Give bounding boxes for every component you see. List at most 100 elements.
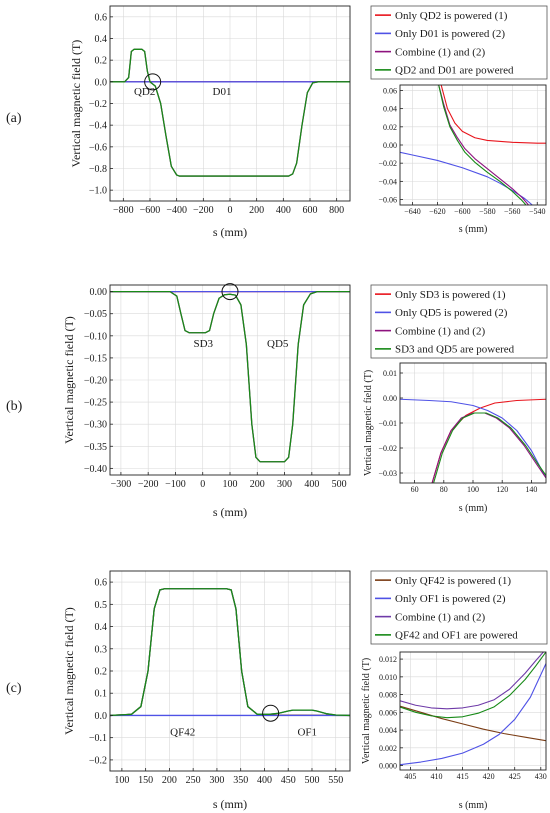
y-tick-label: −0.15	[84, 353, 107, 364]
x-axis-title: s (mm)	[459, 800, 488, 811]
x-tick-label: 420	[483, 772, 495, 781]
y-tick-label: 0.000	[379, 762, 397, 771]
y-tick-label: 0.4	[95, 622, 108, 633]
x-axis-title: s (mm)	[213, 505, 247, 519]
legend-label: QF42 and OF1 are powered	[395, 630, 518, 642]
grid	[400, 363, 546, 483]
y-tick-label: −0.2	[89, 755, 107, 766]
annotation-label: OF1	[297, 726, 317, 738]
x-axis-title: s (mm)	[459, 503, 488, 514]
y-tick-label: 0.002	[379, 744, 397, 753]
y-tick-label: 0.1	[95, 689, 108, 700]
legend-c: Only QF42 is powered (1) Only OF1 is powe…	[370, 570, 548, 645]
y-axis-title: Vertical magnetic field (T)	[361, 658, 372, 764]
y-tick-label: −0.20	[84, 376, 107, 387]
y-tick-label: 0.01	[383, 369, 397, 378]
x-tick-label: 100	[114, 775, 129, 786]
y-tick-label: 0.0	[95, 711, 108, 722]
x-tick-label: 410	[431, 772, 443, 781]
chart-a-main: −800 −600 −400 −200 0 200 400 600 800 −1.0 −0.8 −0.…	[69, 5, 351, 239]
y-tick-label: −0.03	[378, 469, 397, 478]
y-tick-label: 0.3	[95, 644, 108, 655]
plot-area	[400, 652, 546, 770]
y-tick-label: −0.05	[84, 309, 107, 320]
x-tick-label: 800	[329, 205, 344, 216]
panel-label-c: (c)	[6, 681, 22, 696]
y-tick-label: 0.012	[379, 655, 397, 664]
annotation-label: QD2	[134, 86, 155, 98]
y-tick-label: −0.2	[89, 99, 107, 110]
y-axis-title: Vertical magnetic field (T)	[69, 40, 83, 168]
series-group	[110, 48, 350, 177]
y-tick-label: −0.06	[378, 196, 397, 205]
y-axis-title: Vertical magnetic field (T)	[62, 607, 76, 735]
series-line-1	[400, 705, 546, 742]
legend-label: QD2 and D01 are powered	[395, 65, 514, 77]
x-tick-label: 100	[467, 485, 479, 494]
y-tick-label: −0.10	[84, 331, 107, 342]
x-tick-label: 100	[223, 479, 238, 490]
y-tick-label: −0.40	[84, 464, 107, 475]
legend-label: Combine (1) and (2)	[395, 46, 485, 58]
plot-frame	[399, 651, 547, 771]
x-tick-label: −640	[404, 207, 421, 216]
x-tick-label: 60	[411, 485, 419, 494]
x-tick-label: −560	[504, 207, 521, 216]
legend-box	[370, 5, 548, 80]
y-tick-label: −0.35	[84, 442, 107, 453]
x-tick-label: 150	[138, 775, 153, 786]
series-line-2	[400, 398, 546, 479]
x-tick-label: −600	[454, 207, 471, 216]
x-tick-label: 425	[509, 772, 521, 781]
grid	[400, 85, 546, 205]
x-tick-label: −200	[193, 205, 214, 216]
x-tick-label: 430	[535, 772, 547, 781]
x-tick-label: 0	[228, 205, 233, 216]
y-tick-label: 0.00	[383, 141, 397, 150]
svg-text:(b): (b)	[6, 399, 23, 414]
plots: −800 −600 −400 −200 0 200 400 600 800−1.0−0.8−0.…	[62, 5, 547, 811]
y-tick-label: −0.30	[84, 420, 107, 431]
legend-a: Only QD2 is powered (1) Only D01 is power…	[370, 5, 548, 80]
x-tick-label: 350	[233, 775, 248, 786]
x-tick-label: 140	[525, 485, 537, 494]
annotation-label: QD5	[267, 338, 289, 350]
y-tick-label: 0.04	[383, 105, 397, 114]
grid	[110, 285, 350, 475]
y-tick-label: 0.6	[95, 12, 108, 23]
legend-label: Only SD3 is powered (1)	[395, 289, 506, 301]
x-tick-label: 120	[496, 485, 508, 494]
series-group	[400, 652, 546, 766]
y-tick-label: 0.2	[95, 667, 108, 678]
x-tick-label: 500	[332, 479, 347, 490]
x-tick-label: −800	[113, 205, 134, 216]
series-line-3	[438, 85, 529, 205]
legend-label: Only D01 is powered (2)	[395, 28, 505, 40]
series-group	[400, 398, 546, 483]
x-tick-label: 400	[276, 205, 291, 216]
legend-label: Only OF1 is powered (2)	[395, 593, 506, 605]
panel-label-a: (a)	[6, 111, 22, 126]
x-tick-label: −580	[479, 207, 496, 216]
y-tick-label: 0.010	[379, 673, 397, 682]
annotation-label: SD3	[193, 338, 213, 350]
x-tick-label: 400	[304, 479, 319, 490]
series-group	[110, 290, 350, 463]
x-tick-label: 415	[457, 772, 469, 781]
legend-label: Only QF42 is powered (1)	[395, 575, 511, 587]
y-axis-title: Vertical magnetic field (T)	[363, 370, 374, 476]
series-line-2	[400, 663, 546, 766]
x-tick-label: 500	[304, 775, 319, 786]
y-tick-label: 0.008	[379, 691, 397, 700]
series-line-4	[110, 290, 350, 463]
y-tick-label: 0.6	[95, 578, 108, 589]
x-tick-label: 600	[303, 205, 318, 216]
x-tick-label: 200	[250, 479, 265, 490]
x-axis-title: s (mm)	[213, 797, 247, 811]
y-tick-label: −0.1	[89, 733, 107, 744]
series-line-4	[438, 85, 527, 205]
x-tick-label: 200	[162, 775, 177, 786]
y-tick-label: −1.0	[89, 186, 107, 197]
series-line-4	[110, 588, 350, 717]
x-tick-label: 200	[249, 205, 264, 216]
